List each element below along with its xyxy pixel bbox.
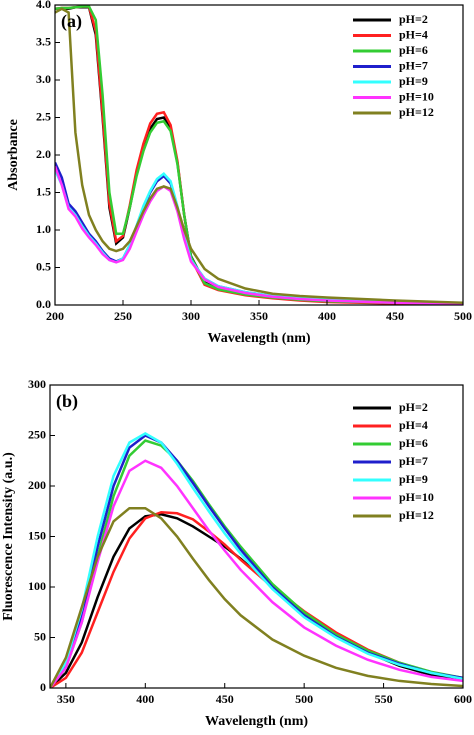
panel-label: (b) <box>56 391 78 412</box>
x-tick-label: 250 <box>114 309 132 323</box>
legend-label: pH=10 <box>399 89 434 103</box>
legend-label: pH=4 <box>399 418 428 432</box>
legend-label: pH=6 <box>399 43 428 57</box>
y-axis-title: Absorbance <box>6 119 21 191</box>
x-axis-title: Wavelength (nm) <box>207 331 310 346</box>
chart-panel: 200 250 300 350 400 450 500 0.0 0.5 1.0 1.5 2.0 2.5 3… <box>6 0 472 346</box>
legend-label: pH=7 <box>399 58 428 72</box>
x-tick-label: 500 <box>295 692 313 706</box>
x-tick-label: 500 <box>454 309 472 323</box>
x-tick-label: 200 <box>46 309 64 323</box>
x-tick-label: 450 <box>216 692 234 706</box>
y-tick-label: 200 <box>28 478 46 492</box>
series-line <box>55 7 463 304</box>
x-tick-label: 350 <box>57 692 75 706</box>
x-tick-label: 450 <box>386 309 404 323</box>
legend-label: pH=9 <box>399 74 428 88</box>
legend-label: pH=4 <box>399 27 428 41</box>
y-tick-label: 1.0 <box>36 222 51 236</box>
y-tick-label: 4.0 <box>36 0 51 11</box>
y-tick-label: 250 <box>28 427 46 441</box>
y-tick-label: 2.0 <box>36 147 51 161</box>
legend-label: pH=2 <box>399 12 428 26</box>
y-tick-label: 3.0 <box>36 72 51 86</box>
y-tick-label: 150 <box>28 528 46 542</box>
legend-label: pH=12 <box>399 105 434 119</box>
x-tick-label: 400 <box>136 692 154 706</box>
panel-label: (a) <box>61 11 82 32</box>
series-line <box>50 432 463 688</box>
x-tick-label: 400 <box>318 309 336 323</box>
legend-label: pH=6 <box>399 436 428 450</box>
y-tick-label: 0.5 <box>36 259 51 273</box>
y-tick-label: 100 <box>28 579 46 593</box>
series-line <box>55 165 463 305</box>
y-tick-label: 0.0 <box>36 297 51 311</box>
x-tick-label: 600 <box>454 692 472 706</box>
x-tick-label: 350 <box>250 309 268 323</box>
y-tick-label: 3.5 <box>36 34 51 48</box>
series-line <box>50 510 463 688</box>
legend-label: pH=7 <box>399 454 428 468</box>
legend-label: pH=2 <box>399 400 428 414</box>
y-tick-label: 50 <box>34 629 46 643</box>
x-tick-label: 550 <box>375 692 393 706</box>
y-tick-label: 1.5 <box>36 184 51 198</box>
x-tick-label: 300 <box>182 309 200 323</box>
series-line <box>50 506 463 688</box>
y-tick-label: 0 <box>40 680 46 694</box>
y-tick-label: 300 <box>28 377 46 391</box>
legend-label: pH=12 <box>399 508 434 522</box>
y-axis-title: Fluorescence Intensity (a.u.) <box>1 452 16 621</box>
chart-panel: 350 400 450 500 550 600 0 50 100 150 200 250 300 Wave… <box>1 377 472 729</box>
x-axis-title: Wavelength (nm) <box>205 714 308 729</box>
legend-label: pH=10 <box>399 490 434 504</box>
legend-label: pH=9 <box>399 472 428 486</box>
y-tick-label: 2.5 <box>36 109 51 123</box>
